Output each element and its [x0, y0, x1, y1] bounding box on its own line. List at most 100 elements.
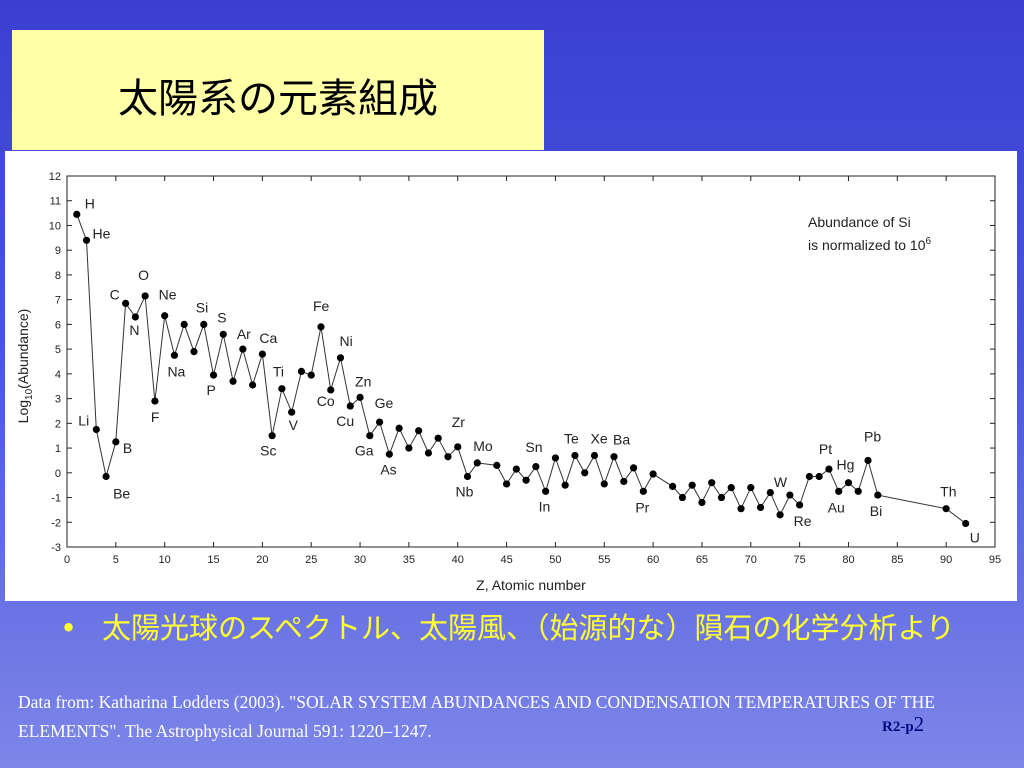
data-point [610, 453, 618, 461]
title-box: 太陽系の元素組成 [12, 30, 544, 150]
data-point [346, 402, 354, 410]
element-label: Re [794, 513, 812, 529]
element-label: W [774, 474, 788, 490]
data-point [502, 480, 511, 488]
x-tick-label: 80 [842, 554, 854, 566]
x-tick-label: 30 [354, 554, 366, 566]
element-label: Na [167, 363, 185, 379]
element-label: Pr [635, 499, 649, 515]
slide-number: R2-p2 [882, 712, 924, 737]
y-tick-label: 8 [55, 270, 61, 282]
data-point [493, 461, 501, 469]
data-point [737, 505, 745, 513]
chart-points [73, 210, 970, 528]
data-point [112, 438, 120, 446]
element-label: Xe [590, 430, 607, 446]
data-point [727, 484, 735, 492]
data-point [424, 449, 433, 457]
chart-annotation-superscript: 6 [926, 236, 932, 247]
y-tick-label: 1 [55, 443, 61, 455]
data-point [249, 381, 257, 389]
data-point [190, 348, 198, 356]
element-label: V [289, 417, 299, 433]
data-point [747, 484, 755, 492]
data-point [239, 345, 247, 353]
data-point [317, 323, 325, 331]
chart-y-axis-title-sub: 10 [24, 388, 35, 400]
element-label: Co [317, 393, 335, 409]
element-label: Au [828, 499, 845, 515]
element-label: Mo [473, 438, 493, 454]
data-point [444, 453, 452, 461]
slide-number-prefix: R2-p [882, 719, 914, 735]
data-point [141, 292, 149, 300]
data-point [864, 456, 872, 465]
chart-x-axis-title: Z, Atomic number [476, 577, 586, 593]
data-point [327, 386, 335, 394]
y-tick-label: -2 [51, 517, 61, 529]
x-tick-label: 15 [207, 554, 219, 566]
element-label: B [123, 440, 132, 456]
data-point [463, 472, 472, 481]
citation-text: Data from: Katharina Lodders (2003). "SO… [18, 692, 935, 741]
data-point [688, 481, 696, 489]
data-point [561, 481, 569, 489]
data-point [678, 493, 687, 502]
data-point [600, 480, 608, 488]
data-point [73, 210, 81, 218]
chart-frame [66, 175, 996, 548]
data-point [942, 505, 950, 513]
element-label: Ti [273, 364, 284, 380]
data-point [307, 371, 315, 379]
element-label: Si [196, 299, 208, 315]
element-label: Zn [355, 373, 371, 389]
y-tick-label: 12 [49, 171, 61, 183]
y-tick-label: -3 [51, 542, 61, 554]
element-label: Sn [525, 439, 542, 455]
x-tick-label: 0 [64, 554, 70, 566]
data-point [844, 479, 853, 487]
y-tick-label: 6 [55, 319, 61, 331]
data-point [590, 451, 599, 460]
data-point [288, 408, 296, 416]
x-tick-label: 75 [794, 554, 806, 566]
y-tick-label: -1 [51, 493, 61, 505]
element-label: Li [78, 413, 89, 429]
data-point [766, 488, 774, 497]
element-label: N [129, 322, 139, 338]
data-point [102, 472, 110, 481]
data-point [542, 487, 550, 495]
data-point [825, 465, 833, 473]
data-point [229, 377, 237, 385]
data-point [522, 476, 530, 484]
data-point [366, 432, 374, 440]
element-label: Fe [313, 298, 330, 314]
abundance-line [76, 214, 967, 524]
slide-number-value: 2 [913, 712, 925, 736]
chart-panel: 0 5 10 15 20 25 30 35 40 45 50 55 60 65 70 75 80 85 90 95 -3… [5, 151, 1017, 601]
element-label: Pt [819, 441, 832, 457]
element-label: O [138, 267, 149, 283]
data-point [512, 465, 520, 473]
element-label: Sc [260, 443, 276, 459]
element-label: Pb [864, 428, 881, 444]
y-tick-label: 10 [49, 220, 61, 232]
element-label: P [207, 382, 216, 398]
data-point [962, 519, 970, 528]
data-point [180, 320, 188, 328]
data-point [297, 367, 306, 375]
data-point [82, 236, 91, 244]
data-point [473, 459, 481, 467]
data-point [698, 498, 706, 507]
data-point [532, 463, 540, 471]
element-label: U [970, 530, 980, 546]
data-point [151, 397, 159, 405]
data-point [815, 472, 823, 481]
x-tick-label: 40 [452, 554, 464, 566]
element-label: Ni [340, 333, 353, 349]
element-label: Th [940, 484, 956, 500]
element-label: Bi [870, 503, 882, 519]
data-point [385, 450, 393, 458]
element-label: Ge [375, 395, 394, 411]
